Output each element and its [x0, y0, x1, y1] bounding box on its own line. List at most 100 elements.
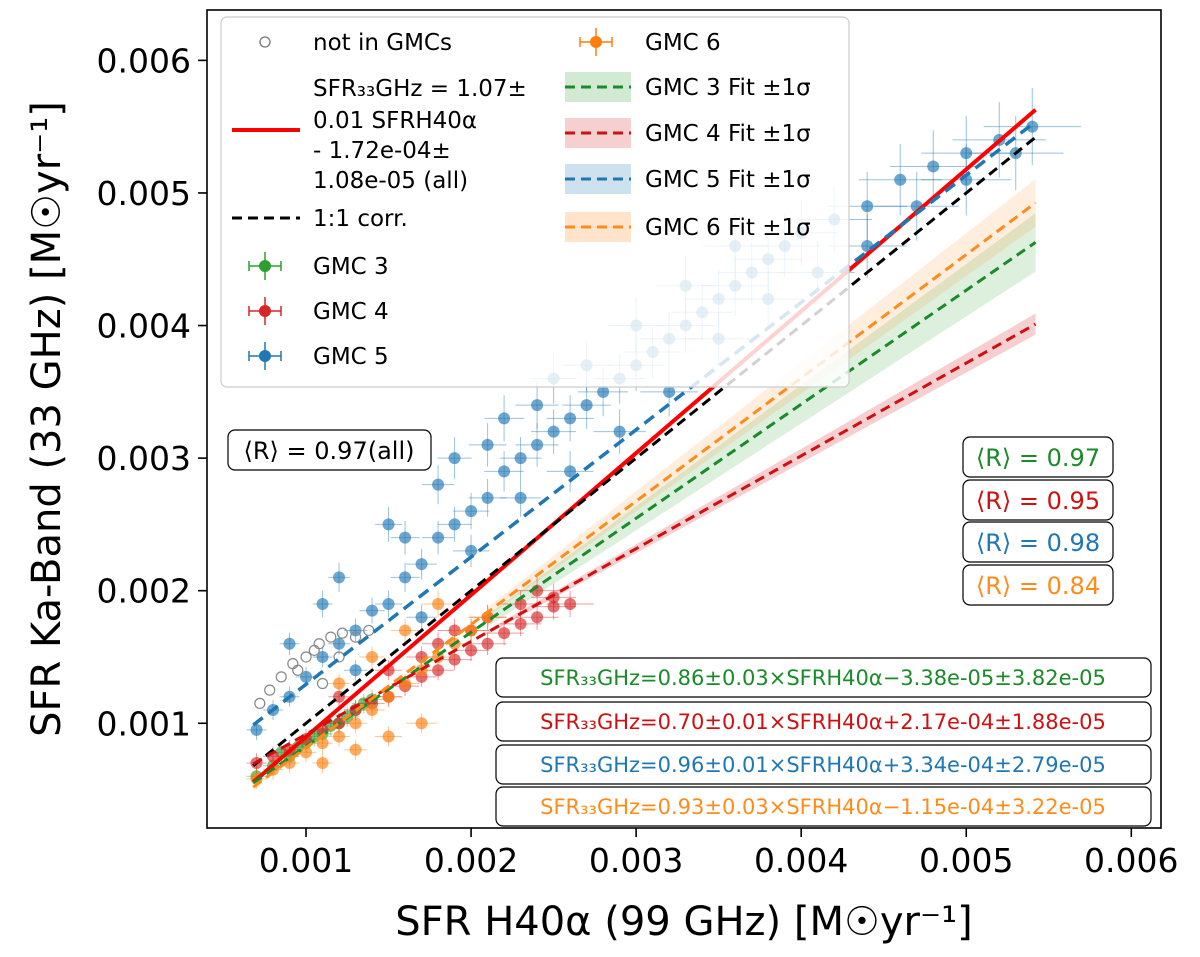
- plot-frame: [206, 9, 1162, 829]
- x-tick-label: 0.001: [259, 841, 353, 880]
- point-gmc-5: [421, 520, 455, 555]
- point-gmc-6: [343, 713, 368, 734]
- point-gmc-4: [484, 621, 524, 645]
- legend-label-all-fit-line1: SFR₃₃GHz = 1.07±: [313, 76, 527, 102]
- point-gmc-5: [375, 506, 403, 542]
- legend-label-all-fit-line4: 1.08e-05 (all): [313, 168, 468, 194]
- fit-band-gmc6: [487, 178, 1036, 617]
- point-gmc-5: [858, 143, 942, 216]
- legend-label-all-fit-line3: - 1.72e-04±: [313, 138, 451, 164]
- x-tick-label: 0.004: [754, 841, 848, 880]
- point-gmc-5: [874, 171, 960, 241]
- point-not-in-gmcs: [325, 631, 337, 643]
- point-gmc-5: [406, 548, 437, 580]
- y-tick-label: 0.005: [97, 174, 191, 213]
- point-gmc-5: [328, 632, 350, 655]
- fit-line-gmc5: [252, 120, 1037, 727]
- y-tick-label: 0.001: [97, 704, 191, 743]
- fit-line-gmc3: [252, 241, 1037, 785]
- x-tick-label: 0.003: [589, 841, 683, 880]
- eq-gmc5-label: SFR₃₃GHz=0.96±0.01×SFRH40α+3.34e-04±2.79…: [540, 753, 1106, 777]
- x-tick-label: 0.002: [424, 841, 518, 880]
- point-gmc-5: [499, 478, 542, 517]
- point-gmc-5: [390, 520, 420, 555]
- y-tick-label: 0.004: [97, 307, 191, 346]
- x-axis-title: SFR H40α (99 GHz) [M☉yr⁻¹]: [395, 899, 972, 945]
- point-gmc-5: [406, 604, 437, 630]
- point-gmc-6: [312, 753, 333, 774]
- point-gmc-5: [375, 590, 403, 618]
- point-gmc-5: [484, 395, 524, 442]
- point-not-in-gmcs: [333, 651, 345, 663]
- point-gmc-5: [890, 130, 977, 203]
- fit-lines: [251, 108, 1037, 789]
- point-not-in-gmcs: [264, 684, 276, 696]
- fit-line-gmc6: [252, 201, 1037, 789]
- r-all-box: [227, 429, 432, 471]
- legend-label-fit6: GMC 6 Fit ±1σ: [645, 215, 811, 241]
- legend-label-fit4: GMC 4 Fit ±1σ: [645, 121, 811, 147]
- eq-gmc3-box: [495, 657, 1152, 698]
- r-gmc5-label: ⟨R⟩ = 0.98: [976, 529, 1100, 557]
- r-gmc4-label: ⟨R⟩ = 0.95: [976, 487, 1100, 515]
- point-gmc-5: [359, 597, 385, 624]
- point-gmc-6: [421, 590, 455, 618]
- eq-gmc5-box: [495, 744, 1152, 785]
- point-gmc-5: [484, 451, 524, 492]
- point-gmc-5: [499, 437, 542, 480]
- fit-band-gmc4: [487, 313, 1036, 635]
- point-gmc-6: [359, 700, 385, 721]
- point-gmc-4: [499, 611, 542, 637]
- point-gmc-4: [468, 632, 507, 655]
- eq-gmc3-label: SFR₃₃GHz=0.86±0.03×SFRH40α−3.38e-05±3.82…: [540, 666, 1106, 690]
- y-tick-label: 0.002: [97, 572, 191, 611]
- fit-bands: [487, 178, 1036, 635]
- legend-label-one-to-one: 1:1 corr.: [313, 206, 408, 232]
- legend-label-gmc5: GMC 5: [313, 344, 389, 370]
- fit-line-11: [252, 136, 1037, 767]
- point-gmc-4: [515, 604, 559, 630]
- r-gmc3-label: ⟨R⟩ = 0.97: [976, 444, 1100, 472]
- point-gmc-5: [515, 381, 559, 429]
- point-not-in-gmcs: [292, 664, 304, 676]
- eq-gmc4-label: SFR₃₃GHz=0.70±0.01×SFRH40α+2.17e-04±1.88…: [540, 710, 1106, 734]
- point-not-in-gmcs: [287, 658, 299, 670]
- point-gmc-6: [359, 646, 385, 668]
- fit-band-gmc3: [487, 213, 1036, 627]
- point-gmc-4: [546, 590, 594, 618]
- legend-label-fit3: GMC 3 Fit ±1σ: [645, 75, 811, 101]
- point-gmc-5: [531, 409, 577, 454]
- legend-marker-gmc6: [579, 28, 613, 56]
- point-not-in-gmcs: [300, 651, 312, 663]
- point-gmc-5: [453, 492, 490, 530]
- point-gmc-5: [468, 423, 507, 467]
- point-gmc-5: [453, 534, 490, 568]
- legend-label-fit5: GMC 5 Fit ±1σ: [645, 167, 811, 193]
- point-gmc-5: [921, 143, 1012, 216]
- point-gmc-5: [328, 562, 350, 593]
- r-gmc5-box: [962, 521, 1114, 563]
- point-not-in-gmcs: [336, 627, 348, 639]
- y-axis-ticks: 0.001 0.002 0.003 0.004 0.005 0.006: [97, 41, 207, 743]
- y-tick-label: 0.006: [97, 41, 191, 80]
- legend: not in GMCs SFR₃₃GHz = 1.07± 0.01 SFRH40…: [220, 16, 850, 388]
- point-gmc-6: [343, 739, 368, 760]
- point-gmc-4: [421, 660, 455, 681]
- legend-label-gmc4: GMC 4: [313, 299, 389, 325]
- point-not-in-gmcs: [316, 677, 329, 690]
- point-gmc-5: [279, 632, 300, 655]
- legend-label-gmc3: GMC 3: [313, 254, 389, 280]
- point-gmc-6: [328, 726, 350, 747]
- point-gmc-5: [593, 409, 646, 454]
- point-gmc-6: [328, 673, 350, 694]
- eq-gmc6-label: SFR₃₃GHz=0.93±0.03×SFRH40α−1.15e-04±3.22…: [540, 795, 1106, 819]
- point-gmc-5: [468, 478, 507, 517]
- point-gmc-5: [546, 451, 594, 492]
- legend-box: [220, 16, 850, 388]
- r-gmc6-box: [962, 564, 1114, 606]
- point-gmc-5: [312, 646, 333, 668]
- legend-marker-gmc4: [248, 297, 282, 325]
- y-tick-label: 0.003: [97, 439, 191, 478]
- legend-marker-gmc3: [248, 252, 282, 280]
